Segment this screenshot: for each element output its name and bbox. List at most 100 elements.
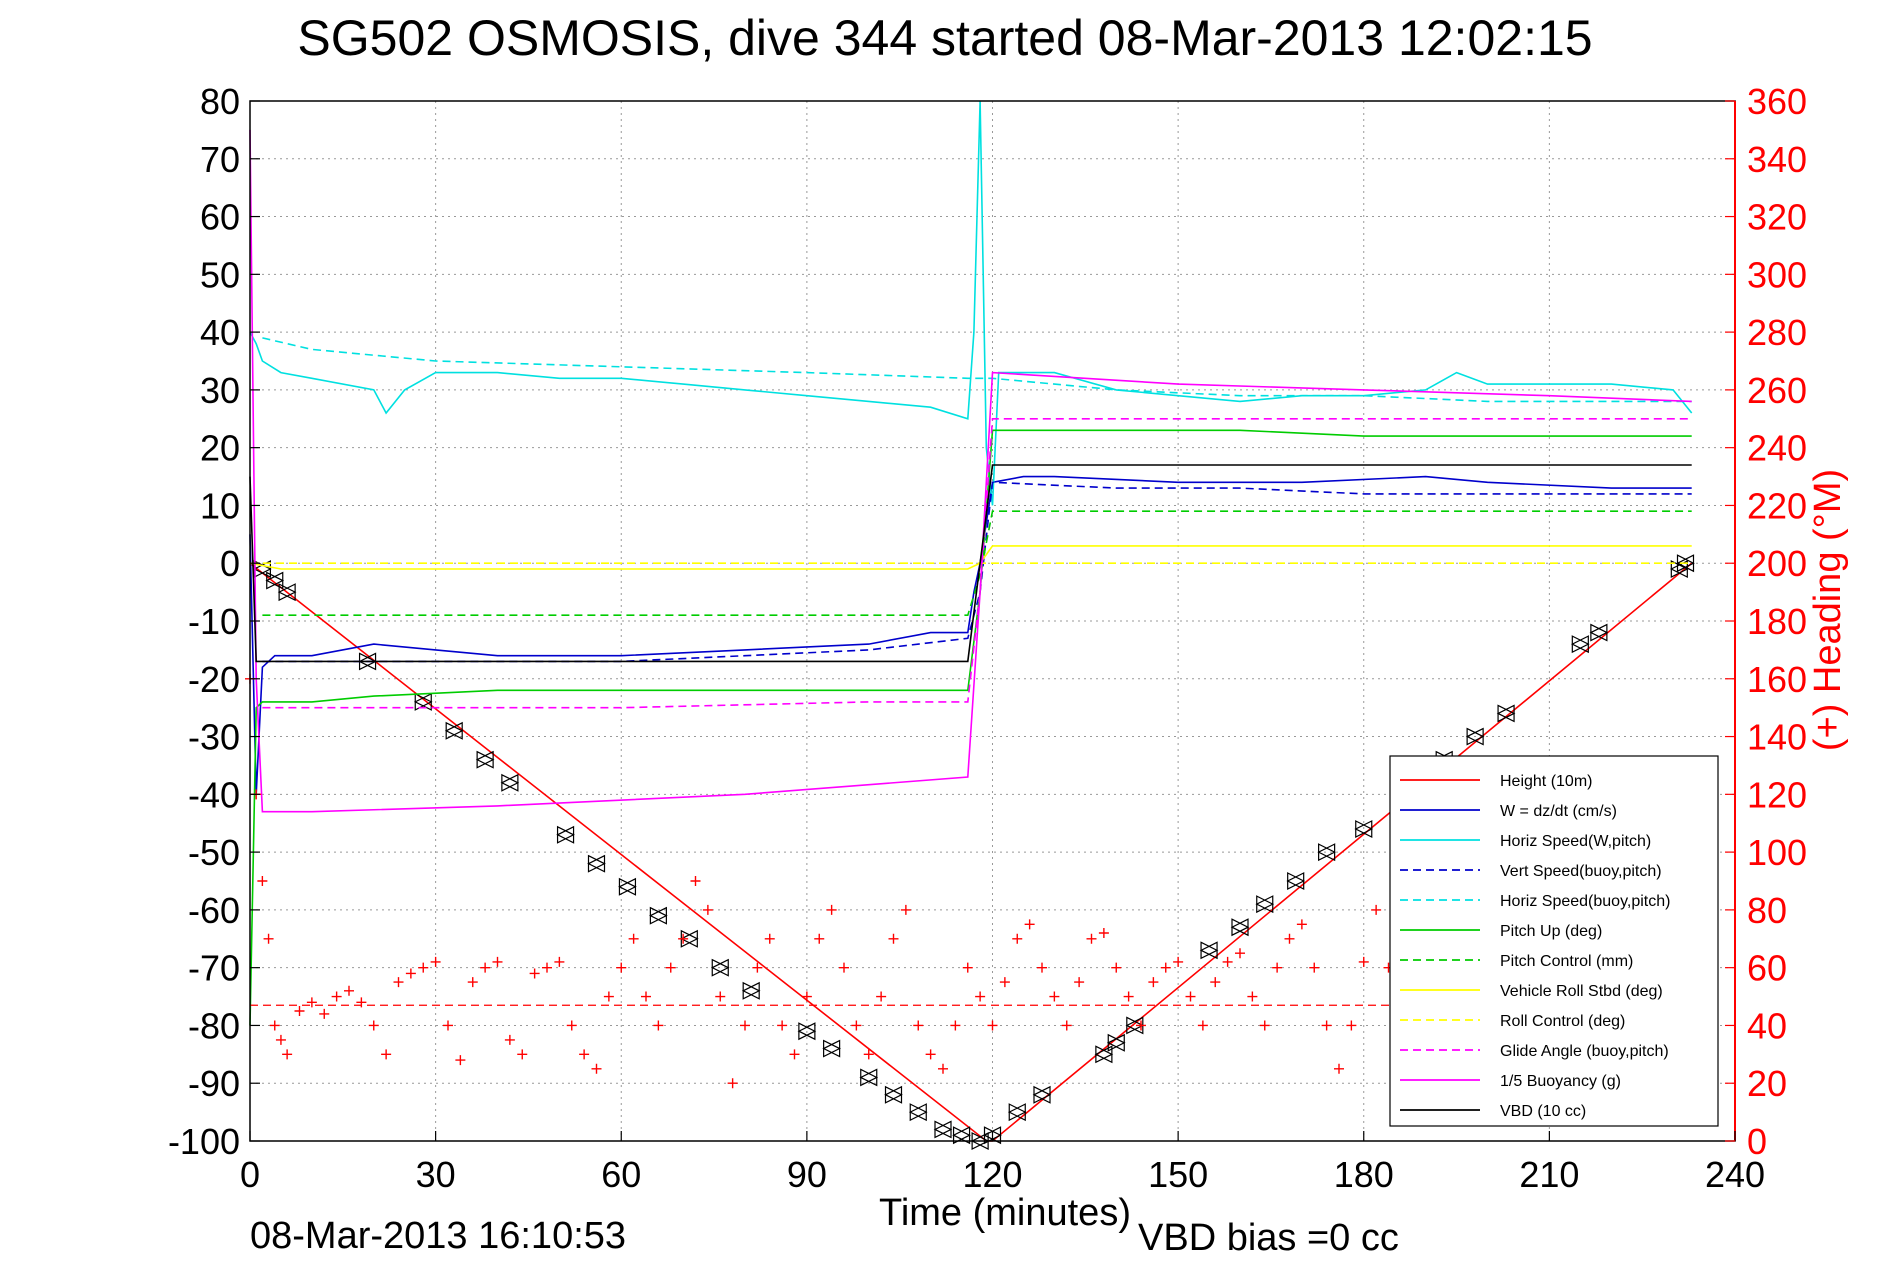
heading-point <box>851 1020 862 1031</box>
y-tick-label: 60 <box>200 197 240 238</box>
legend-entry-label: Horiz Speed(buoy,pitch) <box>1500 893 1670 910</box>
heading-point <box>591 1063 602 1074</box>
heading-point <box>1222 956 1233 967</box>
height-marker-left <box>413 692 432 711</box>
heading-point <box>263 933 274 944</box>
heading-point <box>975 991 986 1002</box>
y-tick-label: -40 <box>188 774 240 815</box>
heading-point <box>777 1020 788 1031</box>
legend-entry-label: Pitch Up (deg) <box>1500 923 1602 940</box>
heading-point <box>690 876 701 886</box>
right-tick-label: 340 <box>1747 139 1807 180</box>
y-tick-label: -60 <box>188 890 240 931</box>
height-marker-left <box>933 1120 952 1139</box>
height-marker-left <box>1676 554 1695 573</box>
heading-point <box>1259 1020 1270 1031</box>
right-tick-label: 100 <box>1747 832 1807 873</box>
heading-point <box>356 997 367 1008</box>
heading-point <box>455 1055 466 1066</box>
heading-point <box>1173 956 1184 967</box>
heading-point <box>368 1020 379 1031</box>
y-tick-label: 10 <box>200 485 240 526</box>
height-marker-left <box>1106 1033 1125 1052</box>
height-marker-left <box>1496 704 1515 723</box>
heading-point <box>999 977 1010 988</box>
series-line-7 <box>249 545 1692 570</box>
height-marker-left <box>1230 918 1249 937</box>
heading-point <box>492 956 503 967</box>
heading-point <box>1074 977 1085 988</box>
height-marker-left <box>797 1022 816 1041</box>
heading-point <box>628 933 639 944</box>
heading-point <box>275 1034 286 1045</box>
heading-point <box>257 876 268 886</box>
y-tick-label: 0 <box>220 543 240 584</box>
right-tick-label: 240 <box>1747 428 1807 469</box>
heading-point <box>1346 1020 1357 1031</box>
heading-point <box>678 933 689 944</box>
heading-point <box>888 933 899 944</box>
heading-point <box>653 1020 664 1031</box>
ticks: 0 30 60 90 120 150 180 210 24080706050403020100-… <box>168 81 1807 1195</box>
y-tick-label: -20 <box>188 659 240 700</box>
heading-point <box>1284 933 1295 944</box>
y-tick-label: -100 <box>168 1121 240 1162</box>
legend-entry-label: 1/5 Buoyancy (g) <box>1500 1073 1621 1090</box>
height-marker-left <box>859 1068 878 1087</box>
heading-point <box>1296 919 1307 930</box>
x-axis-label: Time (minutes) <box>879 1192 1131 1234</box>
series-line-6 <box>262 510 1692 617</box>
height-marker-left <box>741 981 760 1000</box>
legend-entry-label: W = dz/dt (cm/s) <box>1500 803 1617 820</box>
right-tick-label: 40 <box>1747 1005 1787 1046</box>
height-marker-left <box>1007 1103 1026 1122</box>
height-marker-left <box>1589 623 1608 642</box>
x-tick-label: 180 <box>1334 1154 1394 1195</box>
heading-point <box>1148 977 1159 988</box>
heading-point <box>801 991 812 1002</box>
series-line-11 <box>249 464 1692 663</box>
heading-point <box>641 991 651 1002</box>
legend-entry-label: Roll Control (deg) <box>1500 1013 1625 1030</box>
heading-point <box>814 933 825 944</box>
legend: Height (10m) W = dz/dt (cm/s) Horiz Speed(… <box>1389 755 1719 1127</box>
height-marker-left <box>618 877 637 896</box>
height-marker-left <box>265 571 284 590</box>
height-marker-left <box>952 1126 971 1145</box>
height-marker-left <box>1032 1085 1051 1104</box>
heading-point <box>1037 962 1047 973</box>
heading-point <box>282 1049 293 1060</box>
heading-point <box>418 962 429 973</box>
series-line-10 <box>249 129 1692 813</box>
heading-point <box>839 962 849 973</box>
heading-point <box>1136 1020 1146 1031</box>
y-tick-label: 70 <box>200 139 240 180</box>
heading-point <box>1272 962 1283 973</box>
heading-point <box>1321 1020 1332 1031</box>
legend-entry-label: Height (10m) <box>1500 773 1592 790</box>
heading-point <box>826 904 837 915</box>
heading-point <box>987 1020 998 1031</box>
heading-point <box>269 1020 280 1031</box>
legend-entry-label: Glide Angle (buoy,pitch) <box>1500 1043 1669 1060</box>
height-marker-left <box>908 1103 927 1122</box>
heading-point <box>529 968 540 979</box>
x-tick-label: 210 <box>1519 1154 1579 1195</box>
series-line-5 <box>249 429 1692 1026</box>
right-tick-label: 20 <box>1747 1063 1787 1104</box>
legend-box <box>1389 755 1719 1127</box>
heading-point <box>1049 991 1060 1002</box>
y-tick-label: 30 <box>200 370 240 411</box>
heading-point <box>1334 1063 1344 1074</box>
height-marker-left <box>1669 560 1688 578</box>
heading-point <box>1210 977 1221 988</box>
height-marker-left <box>1255 895 1274 914</box>
heading-point <box>950 1020 961 1031</box>
heading-point <box>913 1020 924 1031</box>
heading-point <box>876 991 887 1002</box>
height-marker-left <box>587 854 606 873</box>
legend-entry-label: Vert Speed(buoy,pitch) <box>1500 863 1662 880</box>
height-marker-left <box>1199 941 1218 960</box>
heading-point <box>579 1049 590 1060</box>
heading-point <box>381 1049 392 1060</box>
